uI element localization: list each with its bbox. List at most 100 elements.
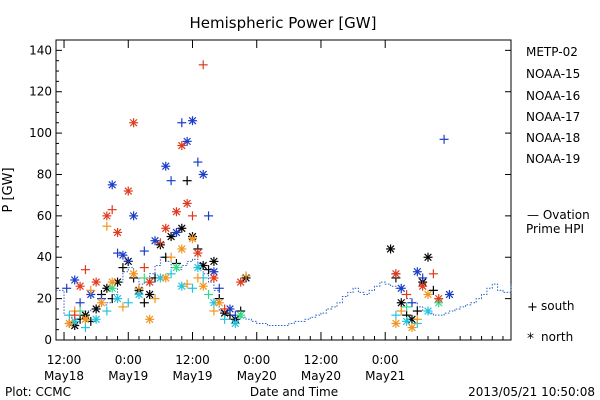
south-point	[150, 294, 160, 304]
north-point	[171, 207, 181, 217]
south-point	[209, 306, 219, 316]
legend-item-metp02: METP-02	[526, 45, 578, 59]
north-point	[198, 169, 208, 179]
x-tick-day: May20	[301, 369, 341, 383]
y-axis-label: P [GW]	[1, 167, 16, 212]
north-point	[396, 283, 406, 293]
x-axis-label: Date and Time	[250, 385, 338, 399]
south-point	[396, 306, 406, 316]
north-point	[118, 250, 128, 260]
north-point	[166, 232, 176, 242]
south-point	[412, 306, 422, 316]
north-point	[225, 304, 235, 314]
x-tick-day: May20	[237, 369, 277, 383]
north-point	[123, 186, 133, 196]
north-point	[423, 252, 433, 262]
y-tick-label: 0	[44, 333, 52, 347]
south-point	[102, 306, 112, 316]
legend-item-noaa16: NOAA-16	[526, 89, 580, 103]
south-point	[220, 304, 230, 314]
south-point	[80, 323, 90, 333]
north-point	[407, 323, 417, 333]
south-point	[204, 289, 214, 299]
south-point	[214, 283, 224, 293]
south-point	[204, 211, 214, 221]
south-point	[75, 298, 85, 308]
x-tick-day: May18	[44, 369, 84, 383]
south-point	[155, 238, 165, 248]
north-point	[418, 281, 428, 291]
x-tick-time: 0:00	[115, 353, 142, 367]
south-point	[412, 314, 422, 324]
south-point	[166, 269, 176, 279]
south-point	[188, 283, 197, 293]
y-tick-label: 20	[37, 292, 52, 306]
south-point	[241, 271, 251, 281]
south-point	[118, 263, 128, 273]
south-point	[182, 176, 192, 186]
north-point	[386, 244, 396, 254]
north-point	[102, 211, 112, 221]
north-point	[64, 318, 74, 328]
y-axis: 0 20 40 60 80 100 120 140	[29, 43, 511, 347]
north-point	[129, 269, 139, 279]
x-tick-time: 0:00	[243, 353, 270, 367]
north-point	[396, 298, 406, 308]
south-point	[134, 283, 144, 293]
x-tick-time: 12:00	[304, 353, 339, 367]
south-point	[407, 298, 417, 308]
south-point	[102, 221, 112, 231]
y-tick-label: 140	[29, 43, 52, 57]
north-point	[91, 277, 101, 287]
north-point	[107, 277, 117, 287]
legend-item-noaa18: NOAA-18	[526, 131, 580, 145]
north-point	[423, 306, 433, 316]
footer-timestamp: 2013/05/21 10:50:08	[468, 385, 595, 399]
south-point	[220, 314, 230, 324]
legend-south-label: south	[541, 299, 575, 313]
south-point	[139, 263, 149, 273]
north-point	[113, 227, 123, 237]
north-point	[91, 314, 101, 324]
y-tick-label: 40	[37, 250, 52, 264]
x-tick-day: May21	[365, 369, 405, 383]
south-point	[86, 285, 96, 295]
south-point	[177, 118, 187, 128]
y-tick-label: 80	[37, 167, 52, 181]
north-point	[161, 273, 171, 283]
north-point	[402, 316, 412, 326]
plot-frame	[55, 39, 512, 341]
x-tick-day: May19	[172, 369, 212, 383]
south-point	[391, 310, 401, 320]
x-tick-time: 0:00	[372, 353, 399, 367]
north-point	[209, 273, 219, 283]
x-tick-time: 12:00	[175, 353, 210, 367]
legend-south-symbol: +	[527, 300, 538, 315]
legend-ovation-line1: — Ovation	[527, 208, 590, 222]
north-point	[70, 275, 80, 285]
chart-title: Hemispheric Power [GW]	[190, 14, 377, 32]
y-tick-label: 120	[29, 85, 52, 99]
north-point	[177, 244, 187, 254]
north-point	[236, 277, 246, 287]
legend-ovation-line2: Prime HPI	[526, 222, 584, 236]
north-point	[150, 236, 160, 246]
south-point	[123, 256, 133, 266]
north-point	[80, 314, 90, 324]
x-tick-time: 12:00	[47, 353, 82, 367]
x-tick-day: May19	[108, 369, 148, 383]
legend-item-noaa19: NOAA-19	[526, 152, 580, 166]
south-point	[123, 298, 133, 308]
legend: METP-02 NOAA-15 NOAA-16 NOAA-17 NOAA-18 …	[526, 45, 590, 347]
satellite-points	[62, 60, 454, 333]
south-point	[193, 157, 203, 167]
north-point	[177, 141, 187, 151]
legend-north-symbol: *	[527, 331, 534, 347]
north-point	[193, 248, 203, 258]
south-point	[62, 283, 72, 293]
south-point	[166, 176, 176, 186]
north-point	[444, 289, 454, 299]
south-point	[70, 310, 80, 320]
north-point	[145, 314, 155, 324]
